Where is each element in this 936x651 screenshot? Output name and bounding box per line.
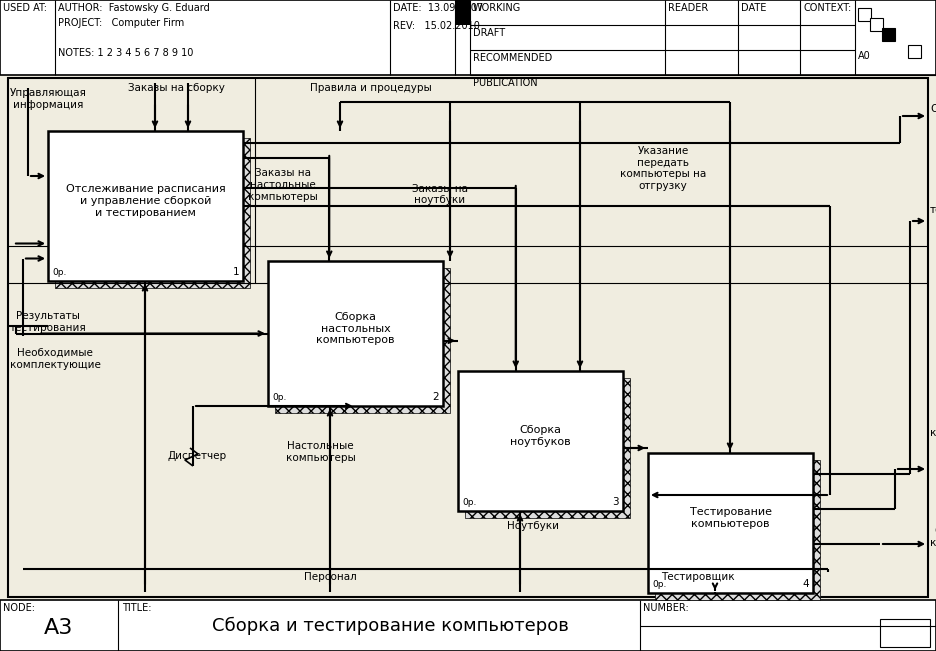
Text: USED AT:: USED AT: xyxy=(3,3,47,13)
Bar xyxy=(0,600,936,651)
Text: CONTEXT:: CONTEXT: xyxy=(803,3,851,13)
Bar xyxy=(465,378,630,518)
Text: Собранные
компьютеры: Собранные компьютеры xyxy=(930,526,936,547)
Text: Тестирование
компьютеров: Тестирование компьютеров xyxy=(690,507,771,529)
Text: DATE:  13.09.2007: DATE: 13.09.2007 xyxy=(393,3,483,13)
Bar xyxy=(8,78,928,597)
Text: 0р.: 0р. xyxy=(272,393,286,402)
Text: Заказы на
ноутбуки: Заказы на ноутбуки xyxy=(412,184,468,205)
Text: PUBLICATION: PUBLICATION xyxy=(473,78,537,88)
Bar xyxy=(882,28,895,41)
Text: 0р.: 0р. xyxy=(652,580,666,589)
Bar xyxy=(55,138,250,288)
Text: Результаты
сборки и
тестирования: Результаты сборки и тестирования xyxy=(930,182,936,215)
Text: 2: 2 xyxy=(432,392,439,402)
Bar xyxy=(0,0,936,75)
Bar xyxy=(655,460,820,600)
Text: 0р.: 0р. xyxy=(52,268,66,277)
Text: Необходимые
комплектующие: Необходимые комплектующие xyxy=(10,348,101,370)
Text: Правила и процедуры: Правила и процедуры xyxy=(310,83,431,93)
Text: REV:   15.02.2010: REV: 15.02.2010 xyxy=(393,21,480,31)
Bar xyxy=(648,453,813,593)
Text: Указание
передать
компьютеры на
отгрузку: Указание передать компьютеры на отгрузку xyxy=(620,146,707,191)
Text: Тестировщик: Тестировщик xyxy=(661,572,735,582)
Text: Сборка и тестирование компьютеров: Сборка и тестирование компьютеров xyxy=(212,616,568,635)
Bar xyxy=(880,619,930,647)
Bar xyxy=(48,131,243,281)
Bar xyxy=(268,261,443,406)
Text: NODE:: NODE: xyxy=(3,603,35,613)
Text: WORKING: WORKING xyxy=(473,3,521,13)
Text: Отслеживание расписания
и управление сборкой
и тестированием: Отслеживание расписания и управление сбо… xyxy=(66,184,226,217)
Bar xyxy=(858,8,871,21)
Bar xyxy=(455,0,470,25)
Bar xyxy=(870,18,883,31)
Text: DATE: DATE xyxy=(741,3,767,13)
Text: RECOMMENDED: RECOMMENDED xyxy=(473,53,552,63)
Text: Сборка
ноутбуков: Сборка ноутбуков xyxy=(510,425,571,447)
Text: 0р.: 0р. xyxy=(462,498,476,507)
Text: NUMBER:: NUMBER: xyxy=(643,603,689,613)
Text: 1: 1 xyxy=(232,267,239,277)
Text: READER: READER xyxy=(668,3,709,13)
Text: Заказы на
настольные
компьютеры: Заказы на настольные компьютеры xyxy=(248,169,317,202)
Text: A0: A0 xyxy=(858,51,870,61)
Text: Персонал: Персонал xyxy=(303,572,357,582)
Bar xyxy=(458,371,623,511)
Bar xyxy=(908,45,921,58)
Text: Управляющая
информация: Управляющая информация xyxy=(10,88,87,109)
Text: NOTES: 1 2 3 4 5 6 7 8 9 10: NOTES: 1 2 3 4 5 6 7 8 9 10 xyxy=(58,48,194,58)
Bar xyxy=(275,268,450,413)
Text: Диспетчер: Диспетчер xyxy=(168,451,227,461)
Text: DRAFT: DRAFT xyxy=(473,28,505,38)
Text: 4: 4 xyxy=(802,579,809,589)
Text: Список
необходимых
комплектующих: Список необходимых комплектующих xyxy=(930,404,936,437)
Text: Сборка
настольных
компьютеров: Сборка настольных компьютеров xyxy=(316,312,395,345)
Text: Ноутбуки: Ноутбуки xyxy=(507,521,560,531)
Text: А3: А3 xyxy=(44,618,74,638)
Text: AUTHOR:  Fastowsky G. Eduard: AUTHOR: Fastowsky G. Eduard xyxy=(58,3,210,13)
Text: PROJECT:   Computer Firm: PROJECT: Computer Firm xyxy=(58,18,184,28)
Text: Результаты
тестирования: Результаты тестирования xyxy=(10,311,87,333)
Text: TITLE:: TITLE: xyxy=(122,603,152,613)
Text: Отчеты: Отчеты xyxy=(930,104,936,113)
Text: 3: 3 xyxy=(612,497,619,507)
Text: Настольные
компьютеры: Настольные компьютеры xyxy=(285,441,356,463)
Text: Заказы на сборку: Заказы на сборку xyxy=(128,83,225,93)
